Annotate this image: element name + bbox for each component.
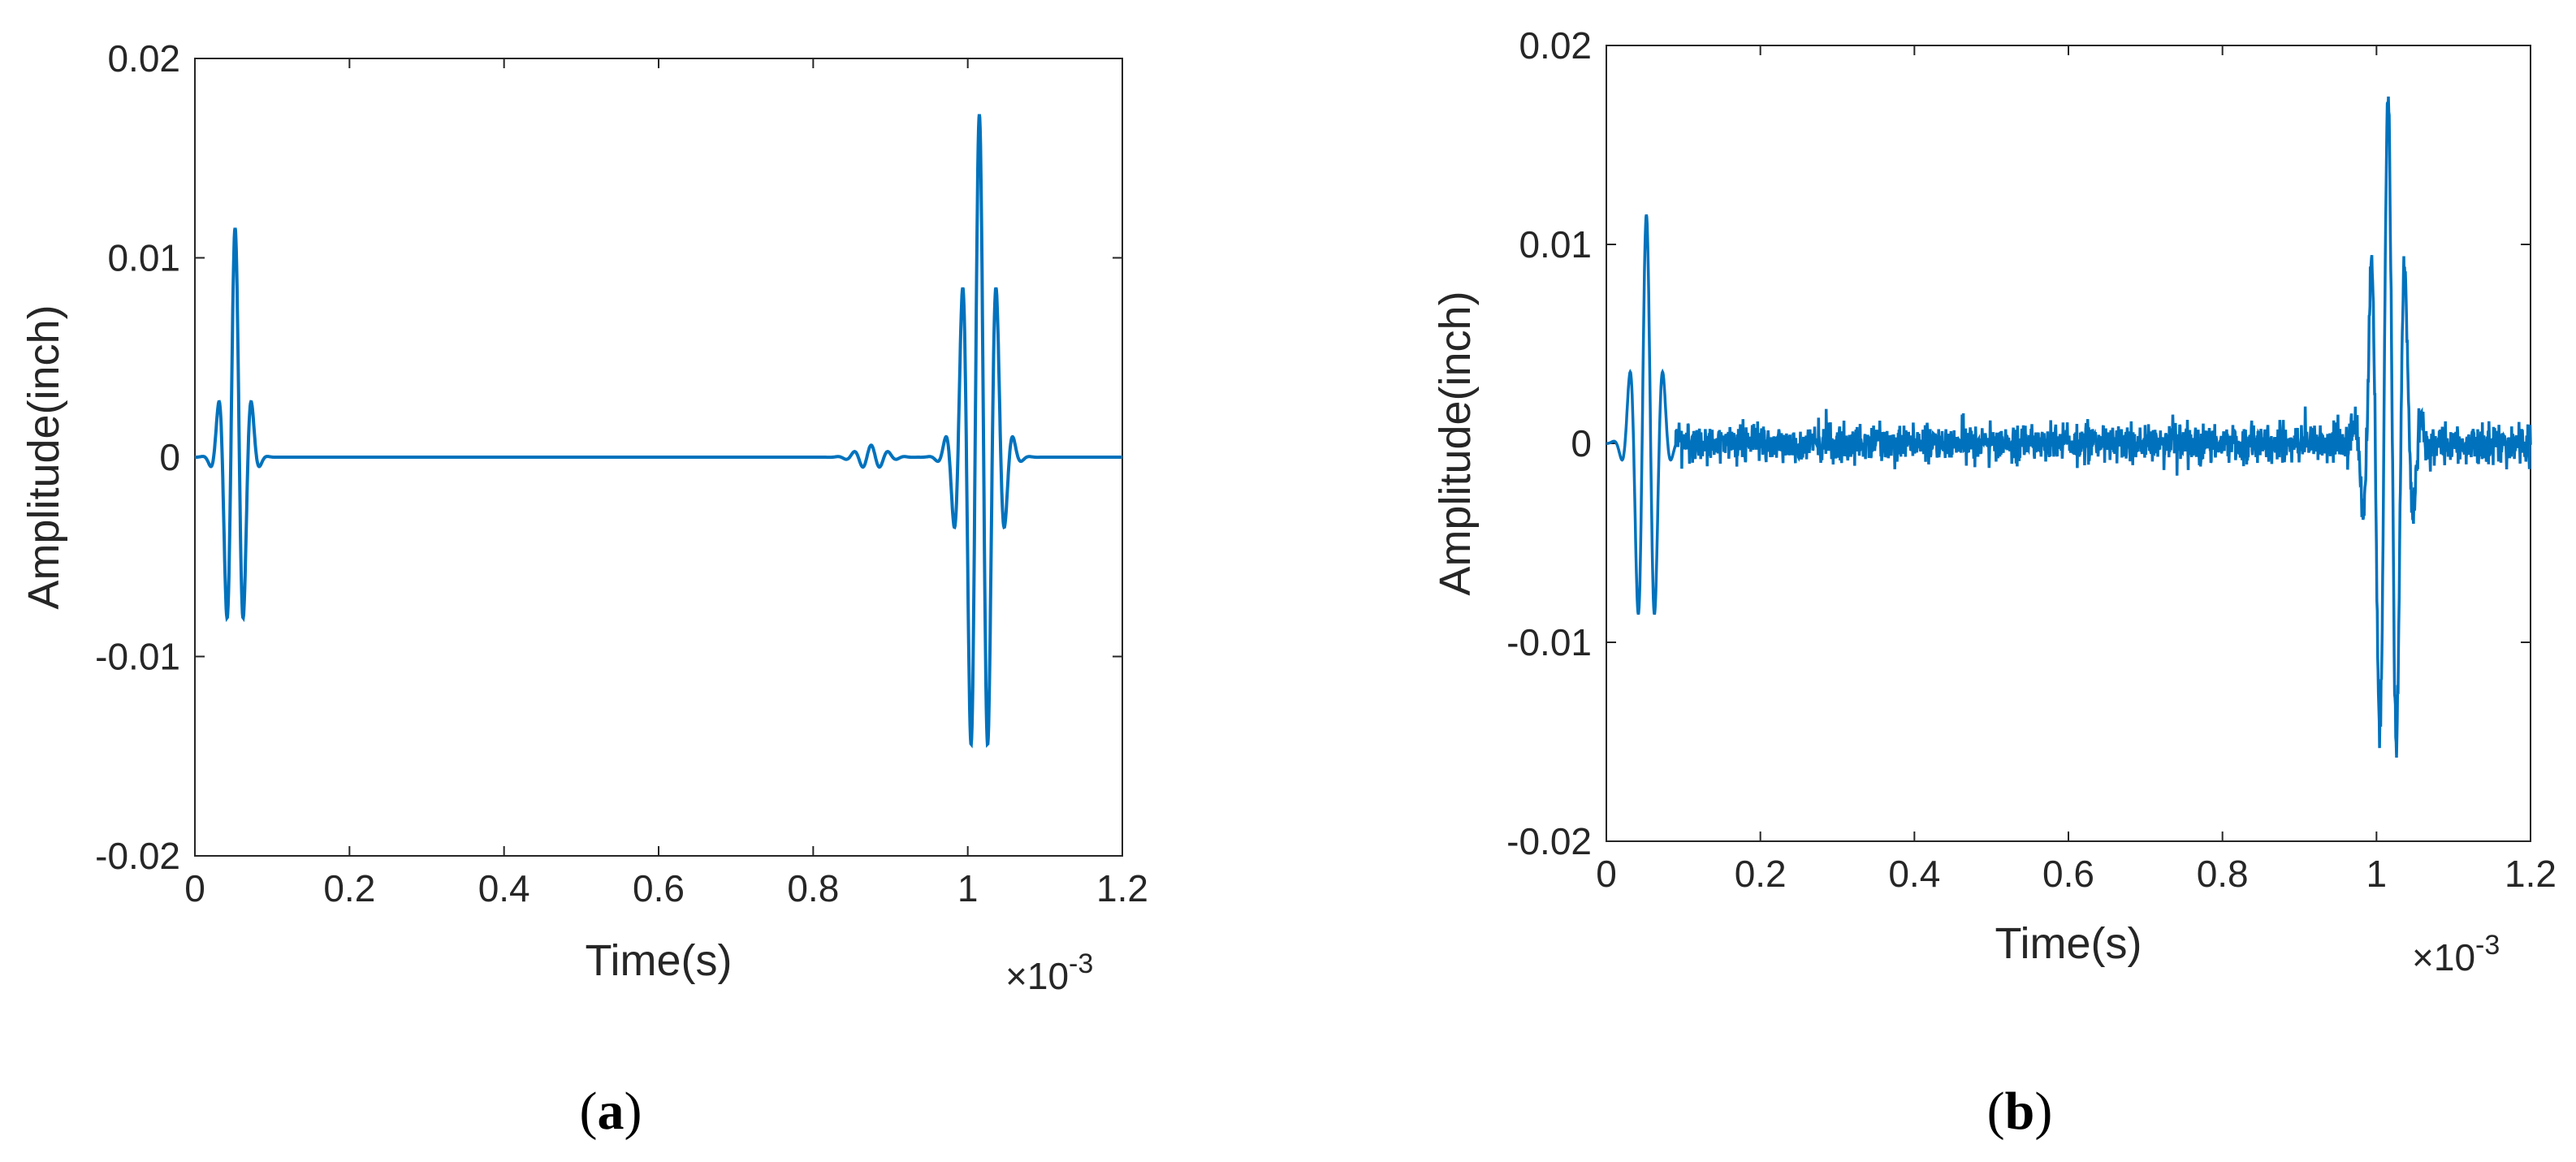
y-tick-label: 0 — [159, 436, 180, 478]
x-tick-label: 0.2 — [1735, 853, 1787, 895]
y-ticks-a: -0.02 -0.01 0 0.01 0.02 — [95, 37, 1122, 877]
x-tick-label: 0 — [1596, 853, 1617, 895]
y-ticks-b: -0.02 -0.01 0 0.01 0.02 — [1506, 24, 2531, 862]
y-tick-label: 0.01 — [107, 237, 180, 279]
x-axis-label-a: Time(s) — [586, 936, 733, 985]
series-line-a — [195, 114, 1122, 749]
panel-a: -0.02 -0.01 0 0.01 0.02 0 0.2 0.4 0.6 0.8 1 1.2 Ti… — [19, 37, 1148, 1141]
y-tick-label: 0.02 — [1519, 24, 1592, 67]
y-tick-label: 0 — [1571, 422, 1592, 464]
x-tick-label: 0.4 — [1888, 853, 1940, 895]
y-tick-label: -0.02 — [95, 835, 180, 877]
y-tick-label: 0.01 — [1519, 223, 1592, 266]
x-tick-label: 0.2 — [323, 867, 375, 909]
panel-label-a-open: ( — [580, 1082, 598, 1141]
y-axis-label-a: Amplitude(inch) — [19, 305, 68, 609]
x-tick-label: 1 — [2366, 853, 2388, 895]
x-tick-label: 1 — [957, 867, 979, 909]
y-tick-label: -0.01 — [1506, 621, 1592, 663]
series-line-b — [1606, 96, 2532, 758]
x-multiplier-base-b: ×10 — [2412, 936, 2475, 978]
x-tick-label: 0 — [184, 867, 205, 909]
panel-label-b: (b) — [1987, 1082, 2053, 1141]
x-tick-label: 0.6 — [2042, 853, 2094, 895]
x-tick-label: 0.6 — [633, 867, 685, 909]
y-tick-label: 0.02 — [107, 37, 180, 80]
x-tick-label: 0.8 — [2197, 853, 2249, 895]
x-multiplier-exp-a: -3 — [1069, 948, 1093, 979]
x-ticks-b: 0 0.2 0.4 0.6 0.8 1 1.2 — [1596, 45, 2557, 895]
x-axis-label-b: Time(s) — [1995, 919, 2142, 968]
panel-label-b-open: ( — [1987, 1082, 2005, 1141]
y-tick-label: -0.01 — [95, 636, 180, 678]
x-ticks-a: 0 0.2 0.4 0.6 0.8 1 1.2 — [184, 58, 1148, 909]
x-tick-label: 1.2 — [1096, 867, 1148, 909]
x-multiplier-a: ×10-3 — [1005, 948, 1093, 997]
y-axis-label-b: Amplitude(inch) — [1431, 291, 1480, 595]
x-multiplier-b: ×10-3 — [2412, 930, 2500, 978]
x-tick-label: 1.2 — [2505, 853, 2557, 895]
panel-label-a-letter: a — [598, 1082, 625, 1141]
panel-b: -0.02 -0.01 0 0.01 0.02 0 0.2 0.4 0.6 0.8 1 1.2 Ti… — [1431, 24, 2557, 1141]
x-tick-label: 0.4 — [478, 867, 530, 909]
panel-label-b-close: ) — [2034, 1082, 2052, 1141]
panel-label-b-letter: b — [2005, 1082, 2035, 1141]
x-tick-label: 0.8 — [787, 867, 839, 909]
x-multiplier-base-a: ×10 — [1005, 955, 1069, 997]
panel-label-a: (a) — [580, 1082, 642, 1141]
x-multiplier-exp-b: -3 — [2475, 930, 2500, 961]
y-tick-label: -0.02 — [1506, 820, 1592, 862]
panel-label-a-close: ) — [625, 1082, 642, 1141]
